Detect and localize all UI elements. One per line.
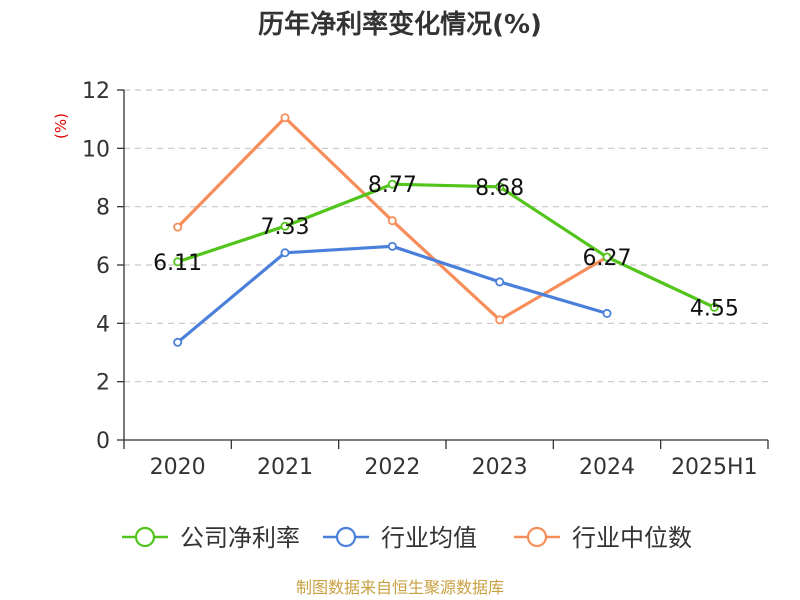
y-tick-label: 12 — [82, 79, 110, 104]
axes: 0 2 4 6 8 10 12 2020 2021 2022 2023 2024 2025H1 — [82, 79, 769, 480]
legend-marker — [335, 526, 357, 548]
x-tick-label: 2022 — [364, 455, 420, 480]
data-point — [495, 315, 505, 325]
data-point — [387, 241, 397, 251]
data-label: 6.11 — [153, 251, 202, 276]
legend-item[interactable]: 行业中位数 — [514, 524, 692, 552]
gridlines — [124, 89, 768, 383]
data-point — [387, 216, 397, 226]
series-line — [176, 244, 608, 344]
data-point — [280, 221, 290, 231]
series-layer — [173, 113, 719, 347]
x-tick-label: 2023 — [472, 455, 528, 480]
data-point — [495, 277, 505, 287]
x-tick-label: 2024 — [579, 455, 635, 480]
y-tick-label: 2 — [96, 371, 110, 396]
data-label: 4.55 — [690, 296, 739, 321]
legend-marker — [526, 526, 548, 548]
y-tick-label: 8 — [96, 196, 110, 221]
legend-label: 行业中位数 — [572, 524, 692, 552]
data-label: 7.33 — [261, 215, 310, 240]
data-point — [173, 257, 183, 267]
legend-marker — [134, 526, 156, 548]
data-point — [709, 302, 719, 312]
x-tick-label: 2021 — [257, 455, 313, 480]
x-tick-label: 2025H1 — [671, 455, 758, 480]
data-point — [602, 308, 612, 318]
data-label: 8.77 — [368, 173, 417, 198]
legend-item[interactable]: 公司净利率 — [122, 524, 300, 552]
data-label: 6.27 — [583, 246, 632, 271]
legend-label: 公司净利率 — [180, 524, 300, 552]
y-axis-label: (%) — [52, 113, 70, 139]
data-point — [602, 252, 612, 262]
y-tick-label: 6 — [96, 254, 110, 279]
legend-label: 行业均值 — [381, 524, 477, 552]
legend[interactable]: 公司净利率 行业均值 行业中位数 — [122, 524, 692, 552]
y-tick-label: 10 — [82, 137, 110, 162]
data-labels: 6.11 7.33 8.77 8.68 6.27 4.55 — [153, 173, 739, 321]
source-note: 制图数据来自恒生聚源数据库 — [296, 578, 504, 597]
y-tick-label: 0 — [96, 429, 110, 454]
data-point — [387, 179, 397, 189]
data-point — [495, 182, 505, 192]
data-point — [280, 113, 290, 123]
data-label: 8.68 — [475, 176, 524, 201]
chart-title: 历年净利率变化情况(%) — [258, 9, 542, 40]
x-tick-label: 2020 — [150, 455, 206, 480]
legend-item[interactable]: 行业均值 — [323, 524, 477, 552]
data-point — [173, 222, 183, 232]
data-point — [280, 248, 290, 258]
y-tick-label: 4 — [96, 312, 110, 337]
data-point — [173, 337, 183, 347]
series-line — [177, 182, 715, 309]
